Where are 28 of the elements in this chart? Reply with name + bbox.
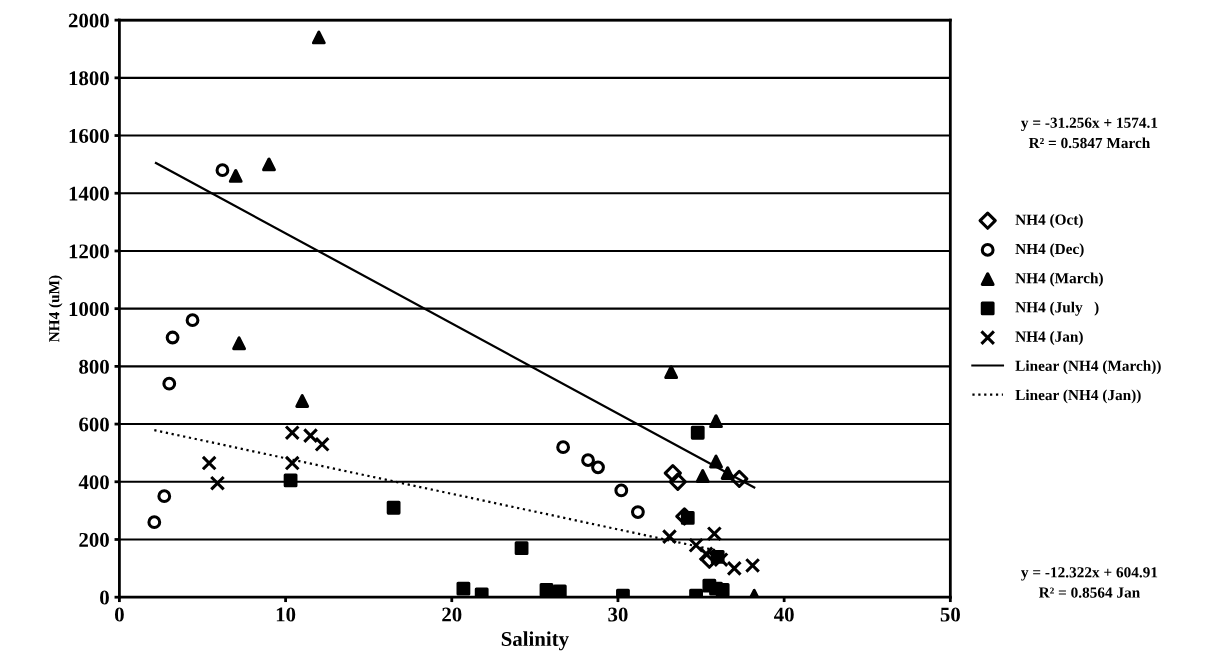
y-axis-title: NH4 (uM) xyxy=(48,275,63,343)
x-tick-label: 50 xyxy=(940,607,960,622)
y-tick-label: 0 xyxy=(100,590,109,605)
x-tick-label: 40 xyxy=(774,607,794,622)
y-tick-label: 400 xyxy=(78,475,109,490)
x-axis-title: Salinity xyxy=(501,631,569,651)
x-tick-label: 0 xyxy=(114,607,124,622)
legend-label: NH4 (Jan) xyxy=(1015,331,1083,345)
legend-label: NH4 (Dec) xyxy=(1015,243,1084,258)
y-tick-label: 600 xyxy=(79,417,109,432)
y-tick-label: 2000 xyxy=(68,13,109,28)
y-tick-label: 1400 xyxy=(69,186,109,201)
x-tick-label: 10 xyxy=(276,607,296,622)
y-tick-label: 1000 xyxy=(69,302,109,317)
y-tick-label: 200 xyxy=(79,532,109,547)
legend-label: Linear (NH4 (March)) xyxy=(1015,360,1161,375)
x-tick-label: 20 xyxy=(442,607,462,622)
legend-label: NH4 (March) xyxy=(1015,272,1103,287)
x-tick-label: 30 xyxy=(608,607,628,622)
y-tick-label: 800 xyxy=(79,359,109,374)
text: y = -12.322x + 604.91 R² = 0.8564 Jan xyxy=(1021,567,1158,598)
legend-label: NH4 (July ) xyxy=(1015,301,1099,316)
legend-label: Linear (NH4 (Jan)) xyxy=(1015,389,1141,404)
text: y = -31.256x + 1574.1 R² = 0.5847 March xyxy=(1021,117,1158,149)
y-tick-label: 1600 xyxy=(69,128,109,143)
y-tick-label: 1800 xyxy=(69,71,109,86)
y-tick-label: 1200 xyxy=(69,244,109,259)
legend-label: NH4 (Oct) xyxy=(1015,214,1083,228)
